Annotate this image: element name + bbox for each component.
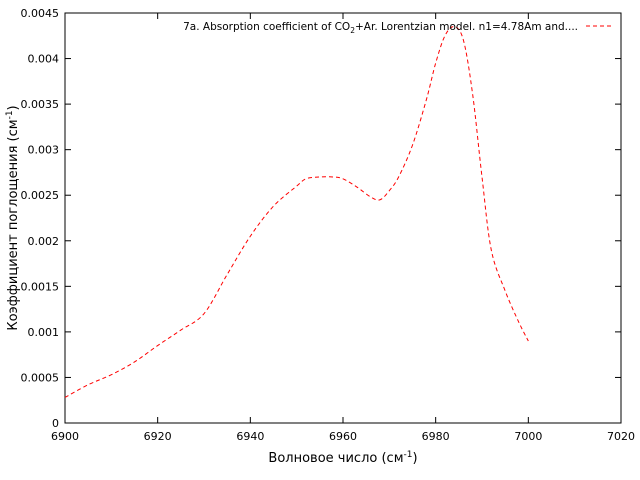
legend: 7a. Absorption coefficient of CO2+Ar. Lo… <box>183 21 612 35</box>
y-tick-label: 0.0015 <box>21 280 60 293</box>
series-line <box>64 26 529 398</box>
x-tick-label: 7000 <box>514 430 542 443</box>
x-axis-title: Волновое число (см-1) <box>268 450 417 466</box>
x-tick-label: 6960 <box>329 430 357 443</box>
x-tick-label: 6980 <box>422 430 450 443</box>
y-tick-label: 0.0045 <box>21 7 60 20</box>
plot-frame <box>64 12 622 424</box>
y-tick-label: 0 <box>52 417 59 430</box>
y-axis-ticks: 0 0.0005 0.001 0.0015 0.002 0.0025 0.003 0.0035… <box>21 7 621 430</box>
y-tick-label: 0.0035 <box>21 98 60 111</box>
y-axis-title: Коэффициент поглощения (см-1) <box>5 105 21 330</box>
y-tick-label: 0.002 <box>28 235 60 248</box>
x-tick-label: 6940 <box>236 430 264 443</box>
legend-entry-label: 7a. Absorption coefficient of CO2+Ar. Lo… <box>183 21 578 35</box>
x-tick-label: 6920 <box>144 430 172 443</box>
series-points <box>65 27 529 398</box>
x-tick-label: 6900 <box>51 430 79 443</box>
y-tick-label: 0.003 <box>28 144 60 157</box>
y-tick-label: 0.0005 <box>21 371 60 384</box>
x-axis-ticks: 6900 6920 6940 6960 6980 7000 7020 <box>51 13 635 443</box>
y-tick-label: 0.001 <box>28 326 60 339</box>
x-tick-label: 7020 <box>607 430 635 443</box>
y-tick-label: 0.004 <box>28 53 60 66</box>
y-tick-label: 0.0025 <box>21 189 60 202</box>
